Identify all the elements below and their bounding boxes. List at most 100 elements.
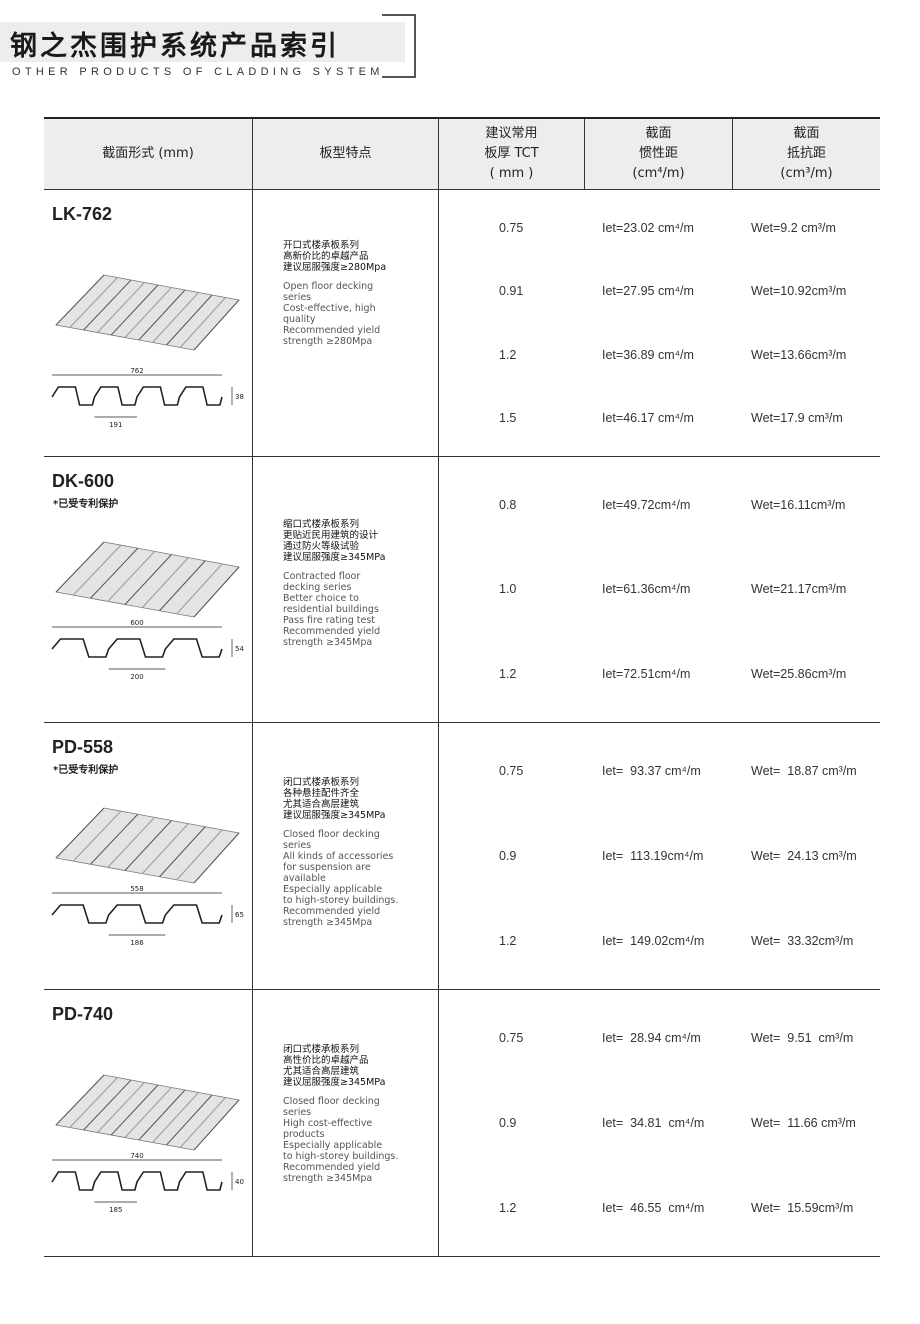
features-cell: 闭口式楼承板系列 高性价比的卓越产品 尤其适合高层建筑 建议屈服强度≥345MPa Cl…: [253, 990, 439, 1256]
feature-line-en: Closed floor decking: [283, 829, 380, 840]
profile-rib-line: [90, 547, 139, 599]
feature-line-cn: 高新价比的卓越产品: [283, 251, 369, 262]
resistance-value: Wet= 15.59cm³/m: [751, 1200, 854, 1215]
product-table: 截面形式 (mm) 板型特点 建议常用 板厚 TCT ( mm ) 截面 惯性距 (c…: [44, 117, 880, 1257]
table-header: 截面形式 (mm) 板型特点 建议常用 板厚 TCT ( mm ) 截面 惯性距 (c…: [44, 119, 880, 190]
feature-line-en: Open floor decking: [283, 281, 374, 292]
profile-rib-line: [55, 1074, 105, 1126]
model-name: PD-558: [52, 737, 114, 757]
dimension-label: 600: [130, 619, 143, 627]
patent-note: *已受专利保护: [53, 499, 119, 510]
dimension-label: 200: [130, 673, 143, 681]
profile-rib-line: [72, 810, 122, 862]
inertia-value: Iet=61.36cm⁴/m: [602, 582, 691, 597]
feature-line-cn: 闭口式楼承板系列: [283, 1044, 360, 1055]
section-dimension-drawing: 558 186 65: [51, 885, 244, 947]
section-profile: [51, 1171, 223, 1191]
profile-rib-line: [159, 826, 206, 878]
model-name: PD-740: [52, 1004, 114, 1024]
feature-line-cn: 开口式楼承板系列: [283, 240, 360, 251]
feature-line-en: to high-storey buildings.: [283, 895, 399, 906]
feature-line-cn: 建议屈服强度≥345MPa: [283, 810, 386, 821]
profile-rib-line: [124, 1087, 172, 1138]
profile-rib-line: [69, 1077, 118, 1128]
feature-line-en: Especially applicable: [283, 1140, 383, 1151]
resistance-value: Wet= 11.66 cm³/m: [751, 1115, 856, 1130]
profile-rib-line: [152, 292, 199, 343]
profile-rib-line: [193, 299, 240, 351]
feature-line-cn: 建议屈服强度≥280Mpa: [283, 262, 387, 273]
feature-line-cn: 更贴近民用建筑的设计: [283, 530, 379, 541]
thickness-value: 0.9: [499, 1115, 517, 1130]
dimension-label: 762: [130, 367, 143, 375]
feature-description: 闭口式楼承板系列 高性价比的卓越产品 尤其适合高层建筑 建议屈服强度≥345MPa Cl…: [283, 1044, 398, 1184]
feature-line-en: Contracted floor: [283, 571, 361, 582]
profile-rib-line: [55, 541, 105, 593]
feature-line-en: Closed floor decking: [283, 1096, 380, 1107]
feature-line-en: quality: [283, 314, 316, 325]
inertia-value: Iet=46.17 cm⁴/m: [602, 411, 694, 426]
feature-line-en: strength ≥345Mpa: [283, 637, 373, 648]
feature-line-en: to high-storey buildings.: [283, 1151, 399, 1162]
feature-line-cn: 高性价比的卓越产品: [283, 1055, 369, 1066]
thickness-value: 0.75: [499, 764, 524, 779]
feature-line-en: Recommended yield: [283, 325, 381, 336]
profile-rib-line: [193, 1099, 240, 1151]
inertia-value: Iet=36.89 cm⁴/m: [602, 347, 694, 362]
resistance-value: Wet=13.66cm³/m: [751, 347, 847, 362]
profile-rib-line: [152, 1092, 199, 1143]
feature-line-cn: 闭口式楼承板系列: [283, 777, 360, 788]
thickness-value: 1.2: [499, 347, 517, 362]
dimension-label: 185: [109, 1206, 122, 1214]
thickness-value: 1.0: [499, 582, 517, 597]
profile-rib-line: [124, 554, 172, 605]
section-dimension-drawing: 740 185 40: [51, 1152, 244, 1214]
feature-line-en: All kinds of accessories: [283, 851, 394, 862]
profile-rib-line: [159, 560, 206, 612]
feature-line-en: Pass fire rating test: [283, 615, 375, 626]
feature-line-cn: 尤其适合高层建筑: [283, 1066, 360, 1077]
profile-rib-line: [110, 1084, 159, 1136]
thickness-value: 0.91: [499, 284, 524, 299]
table-row: DK-600 *已受专利保护 600 200 54 缩口式楼承板系列 更贴近民用建筑的设计通…: [44, 457, 880, 723]
profile-3d-drawing: [55, 541, 240, 618]
features-cell: 开口式楼承板系列 高新价比的卓越产品 建议屈服强度≥280Mpa Open floor…: [253, 190, 439, 456]
profile-3d-drawing: [55, 1074, 240, 1151]
feature-line-en: decking series: [283, 582, 352, 593]
resistance-value: Wet=16.11cm³/m: [751, 498, 846, 513]
feature-line-en: High cost-effective: [283, 1118, 373, 1129]
feature-line-cn: 尤其适合高层建筑: [283, 799, 360, 810]
thickness-row: 1.2 Iet= 149.02cm⁴/m Wet= 33.32cm³/m: [439, 934, 879, 948]
title-band: [0, 22, 405, 62]
feature-line-en: strength ≥345Mpa: [283, 917, 373, 928]
page-title: 钢之杰围护系统产品索引: [10, 31, 340, 62]
feature-line-en: residential buildings: [283, 604, 379, 615]
thickness-value: 0.75: [499, 220, 524, 235]
column-header: 建议常用 板厚 TCT ( mm ): [439, 119, 585, 189]
feature-line-en: Cost-effective, high: [283, 303, 376, 314]
thickness-value: 0.9: [499, 848, 517, 863]
feature-line-en: series: [283, 1107, 312, 1118]
thickness-row: 1.2 Iet=36.89 cm⁴/m Wet=13.66cm³/m: [439, 348, 879, 362]
column-header: 截面 惯性距 (cm⁴/m): [585, 119, 733, 189]
feature-line-en: Better choice to: [283, 593, 359, 604]
features-cell: 闭口式楼承板系列 各种悬挂配件齐全 尤其适合高层建筑 建议屈服强度≥345MPa Clo…: [253, 723, 439, 989]
thickness-row: 0.9 Iet= 113.19cm⁴/m Wet= 24.13 cm³/m: [439, 849, 879, 863]
profile-rib-line: [97, 1082, 145, 1133]
table-row: LK-762 762 191 38 开口式楼承板系列 高新价比的卓越产品 建议屈服强度≥28…: [44, 190, 880, 457]
thickness-value: 0.8: [499, 498, 517, 513]
profile-rib-line: [55, 274, 105, 326]
column-header: 板型特点: [253, 119, 439, 189]
thickness-row: 1.5 Iet=46.17 cm⁴/m Wet=17.9 cm³/m: [439, 411, 879, 425]
values-cell: 0.75 Iet= 28.94 cm⁴/m Wet= 9.51 cm³/m 0.9 Ie…: [439, 990, 879, 1256]
feature-line-en: series: [283, 292, 312, 303]
profile-rib-line: [83, 279, 132, 331]
thickness-row: 0.75 Iet= 93.37 cm⁴/m Wet= 18.87 cm³/m: [439, 764, 879, 778]
feature-line-en: Recommended yield: [283, 626, 381, 637]
profile-rib-line: [110, 284, 159, 336]
inertia-value: Iet= 113.19cm⁴/m: [602, 848, 704, 863]
thickness-row: 1.0 Iet=61.36cm⁴/m Wet=21.17cm³/m: [439, 582, 879, 596]
feature-line-cn: 通过防火等级试验: [283, 541, 360, 552]
model-name: DK-600: [52, 471, 115, 491]
